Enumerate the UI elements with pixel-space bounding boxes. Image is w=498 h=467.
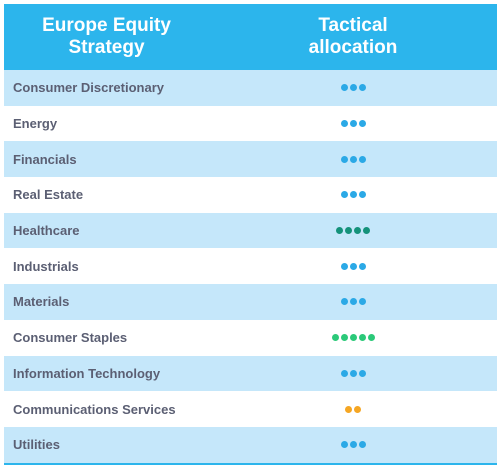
neutral-dots-icon (209, 298, 497, 306)
dot-icon (349, 155, 357, 163)
dot-icon (345, 405, 352, 413)
header-strategy-line2: Strategy (68, 37, 145, 58)
dot-icon (358, 369, 366, 377)
dot-icon (358, 84, 366, 92)
sector-label: Consumer Discretionary (13, 80, 164, 96)
neutral-dots-icon (209, 369, 497, 377)
neutral-dots-icon (209, 441, 497, 449)
table-row: Consumer Discretionary (4, 70, 497, 106)
sector-label: Real Estate (13, 187, 84, 203)
dot-icon (336, 227, 343, 235)
dot-icon (340, 369, 348, 377)
dot-icon (358, 191, 366, 199)
table-row: Energy (4, 106, 497, 142)
dot-icon (354, 405, 361, 413)
header-allocation-line1: Tactical (318, 15, 388, 36)
dot-icon (367, 334, 375, 342)
dot-icon (340, 120, 348, 128)
neutral-dots-icon (209, 262, 497, 270)
underweight-dots-icon (209, 405, 497, 413)
dot-icon (345, 227, 352, 235)
dot-icon (358, 155, 366, 163)
dot-icon (331, 334, 339, 342)
sector-label: Utilities (13, 437, 60, 453)
table-row: Financials (4, 141, 497, 178)
neutral-dots-icon (209, 155, 497, 163)
dot-icon (349, 298, 357, 306)
neutral-dots-icon (209, 84, 497, 92)
dot-icon (349, 84, 357, 92)
table-bottom-border (4, 462, 497, 465)
table-row: Information Technology (4, 355, 497, 392)
table-row: Real Estate (4, 177, 497, 213)
sector-label: Materials (13, 294, 70, 310)
table-row: Industrials (4, 248, 497, 284)
dot-icon (349, 334, 357, 342)
dot-icon (340, 441, 348, 449)
dot-icon (340, 191, 348, 199)
allocation-table: Europe Equity Strategy Tactical allocati… (4, 4, 497, 465)
table-row: Materials (4, 284, 497, 320)
sector-label: Financials (13, 151, 77, 167)
table-row: Utilities (4, 426, 497, 463)
dot-icon (358, 298, 366, 306)
dot-icon (340, 84, 348, 92)
table-row: Healthcare (4, 212, 497, 249)
dot-icon (349, 441, 357, 449)
dot-icon (349, 120, 357, 128)
header-strategy: Europe Equity Strategy (4, 15, 209, 59)
sector-label: Industrials (13, 258, 79, 274)
sector-label: Communications Services (13, 401, 176, 417)
header-strategy-line1: Europe Equity (42, 15, 171, 36)
header-allocation-line2: allocation (308, 37, 398, 58)
dot-icon (358, 441, 366, 449)
neutral-dots-icon (209, 191, 497, 199)
dot-icon (340, 298, 348, 306)
dot-icon (358, 334, 366, 342)
table-header: Europe Equity Strategy Tactical allocati… (4, 4, 497, 70)
sector-label: Consumer Staples (13, 330, 128, 346)
overweight-dots-icon (209, 227, 497, 235)
sector-label: Healthcare (13, 223, 80, 239)
table-row: Communications Services (4, 391, 497, 427)
neutral-dots-icon (209, 120, 497, 128)
dot-icon (340, 262, 348, 270)
dot-icon (358, 262, 366, 270)
dot-icon (349, 369, 357, 377)
dot-icon (340, 334, 348, 342)
dot-icon (340, 155, 348, 163)
sector-label: Energy (13, 116, 58, 132)
strong-overweight-dots-icon (209, 334, 497, 342)
dot-icon (358, 120, 366, 128)
dot-icon (363, 227, 370, 235)
dot-icon (354, 227, 361, 235)
table-body: Consumer Discretionary Energy Financials Re… (4, 70, 497, 463)
table-row: Consumer Staples (4, 320, 497, 356)
dot-icon (349, 191, 357, 199)
header-allocation: Tactical allocation (209, 15, 497, 59)
dot-icon (349, 262, 357, 270)
sector-label: Information Technology (13, 365, 161, 381)
